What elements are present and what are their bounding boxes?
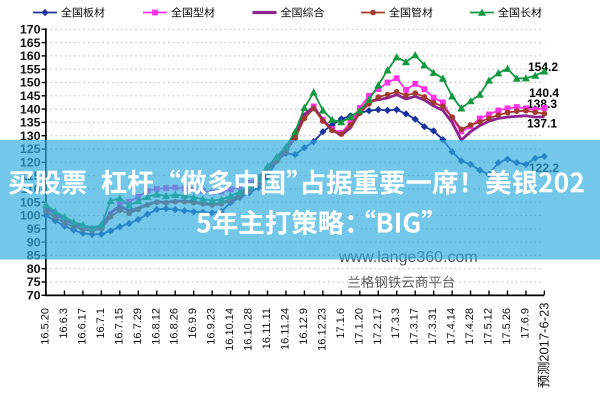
svg-text:17.4.28: 17.4.28 xyxy=(464,308,476,345)
svg-text:16.12.23: 16.12.23 xyxy=(316,308,328,351)
svg-text:16.6.17: 16.6.17 xyxy=(76,308,88,345)
svg-text:140: 140 xyxy=(20,102,41,116)
svg-text:16.10.28: 16.10.28 xyxy=(243,308,255,351)
svg-text:16.8.26: 16.8.26 xyxy=(169,308,181,345)
svg-text:160: 160 xyxy=(20,49,41,63)
svg-text:16.11.24: 16.11.24 xyxy=(280,308,292,350)
svg-text:2017-6-23: 2017-6-23 xyxy=(536,303,551,362)
svg-text:130: 130 xyxy=(20,129,41,143)
svg-text:154.2: 154.2 xyxy=(528,60,558,74)
svg-text:145: 145 xyxy=(20,89,41,103)
svg-text:16.10.14: 16.10.14 xyxy=(224,308,236,351)
svg-text:17.1.20: 17.1.20 xyxy=(353,308,365,345)
svg-text:140.4: 140.4 xyxy=(529,86,559,100)
svg-text:137.1: 137.1 xyxy=(527,117,557,131)
svg-text:17.4.14: 17.4.14 xyxy=(446,308,458,345)
svg-text:17.3.31: 17.3.31 xyxy=(427,308,439,345)
svg-text:16.5.20: 16.5.20 xyxy=(40,308,52,345)
svg-text:16.7.29: 16.7.29 xyxy=(132,308,144,345)
svg-text:17.3.3: 17.3.3 xyxy=(390,308,402,339)
svg-text:16.12.9: 16.12.9 xyxy=(298,308,310,345)
svg-text:16.8.12: 16.8.12 xyxy=(150,308,162,345)
svg-text:17.6.9: 17.6.9 xyxy=(519,308,531,339)
svg-text:16.7.1: 16.7.1 xyxy=(95,308,107,339)
svg-text:75: 75 xyxy=(27,275,41,289)
svg-text:16.6.3: 16.6.3 xyxy=(58,308,70,339)
svg-text:17.2.17: 17.2.17 xyxy=(372,308,384,345)
svg-text:70: 70 xyxy=(27,289,41,303)
svg-text:135: 135 xyxy=(20,116,41,130)
svg-text:170: 170 xyxy=(20,23,41,37)
svg-text:155: 155 xyxy=(20,62,41,76)
svg-text:17.5.26: 17.5.26 xyxy=(501,308,513,345)
svg-text:17.3.17: 17.3.17 xyxy=(409,308,421,345)
svg-text:17.5.12: 17.5.12 xyxy=(483,308,495,345)
svg-text:150: 150 xyxy=(20,76,41,90)
svg-text:17.1.6: 17.1.6 xyxy=(335,308,347,339)
svg-text:16.7.15: 16.7.15 xyxy=(113,308,125,345)
svg-text:16.9.23: 16.9.23 xyxy=(206,308,218,345)
svg-text:16.9.9: 16.9.9 xyxy=(187,308,199,339)
svg-text:16.11.11: 16.11.11 xyxy=(261,308,273,349)
svg-text:80: 80 xyxy=(27,262,41,276)
svg-text:165: 165 xyxy=(20,36,41,50)
